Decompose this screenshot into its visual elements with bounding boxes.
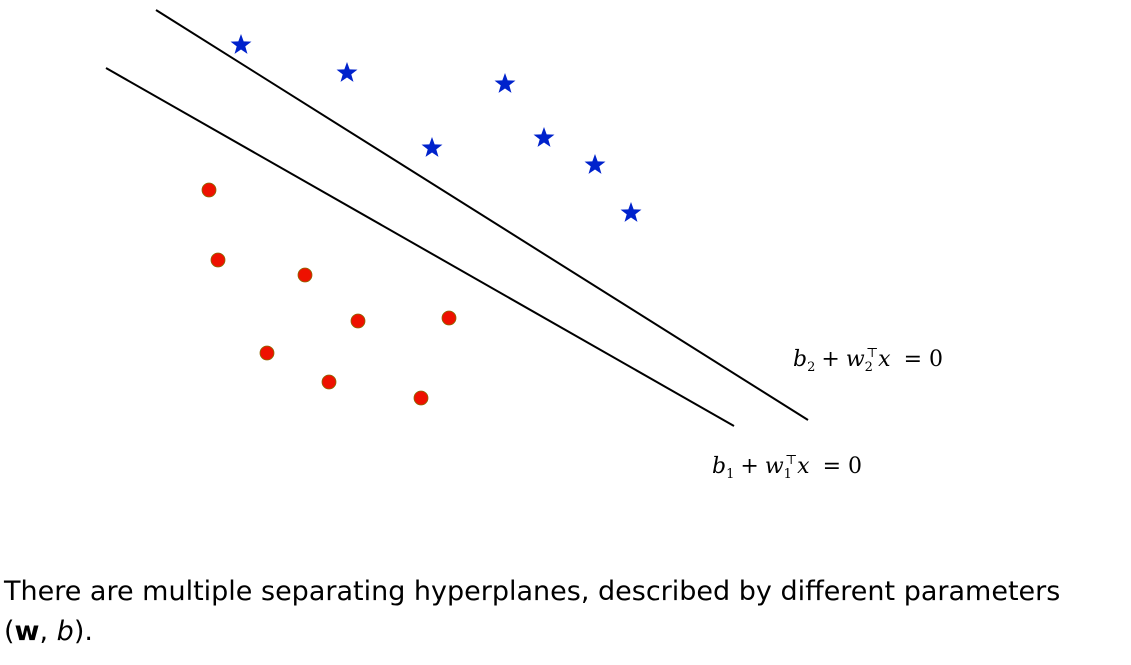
positive-class-points bbox=[230, 34, 642, 222]
dot-icon bbox=[413, 390, 429, 406]
hyperplane-2-line bbox=[155, 9, 809, 421]
dot-icon bbox=[297, 267, 313, 283]
caption-line-1: There are multiple separating hyperplane… bbox=[4, 576, 1061, 607]
hyperplane-1-line bbox=[105, 67, 735, 427]
dot-icon bbox=[259, 345, 275, 361]
star-icon bbox=[494, 73, 516, 93]
star-icon bbox=[584, 154, 606, 174]
negative-class-points bbox=[201, 182, 457, 406]
star-icon bbox=[336, 62, 358, 82]
caption-b: b bbox=[56, 616, 74, 647]
dot-icon bbox=[210, 252, 226, 268]
hyperplane-diagram bbox=[105, 9, 809, 427]
star-icon bbox=[230, 34, 252, 54]
hyperplane-1-equation: b1 + w1⊤x = 0 bbox=[712, 453, 863, 482]
dot-icon bbox=[321, 374, 337, 390]
caption-w: w bbox=[14, 616, 40, 647]
star-icon bbox=[620, 202, 642, 222]
star-icon bbox=[533, 127, 555, 147]
dot-icon bbox=[350, 313, 366, 329]
hyperplane-2-equation: b2 + w2⊤x = 0 bbox=[793, 346, 944, 375]
star-icon bbox=[421, 137, 443, 157]
dot-icon bbox=[441, 310, 457, 326]
dot-icon bbox=[201, 182, 217, 198]
caption-text: There are multiple separating hyperplane… bbox=[4, 576, 1061, 647]
